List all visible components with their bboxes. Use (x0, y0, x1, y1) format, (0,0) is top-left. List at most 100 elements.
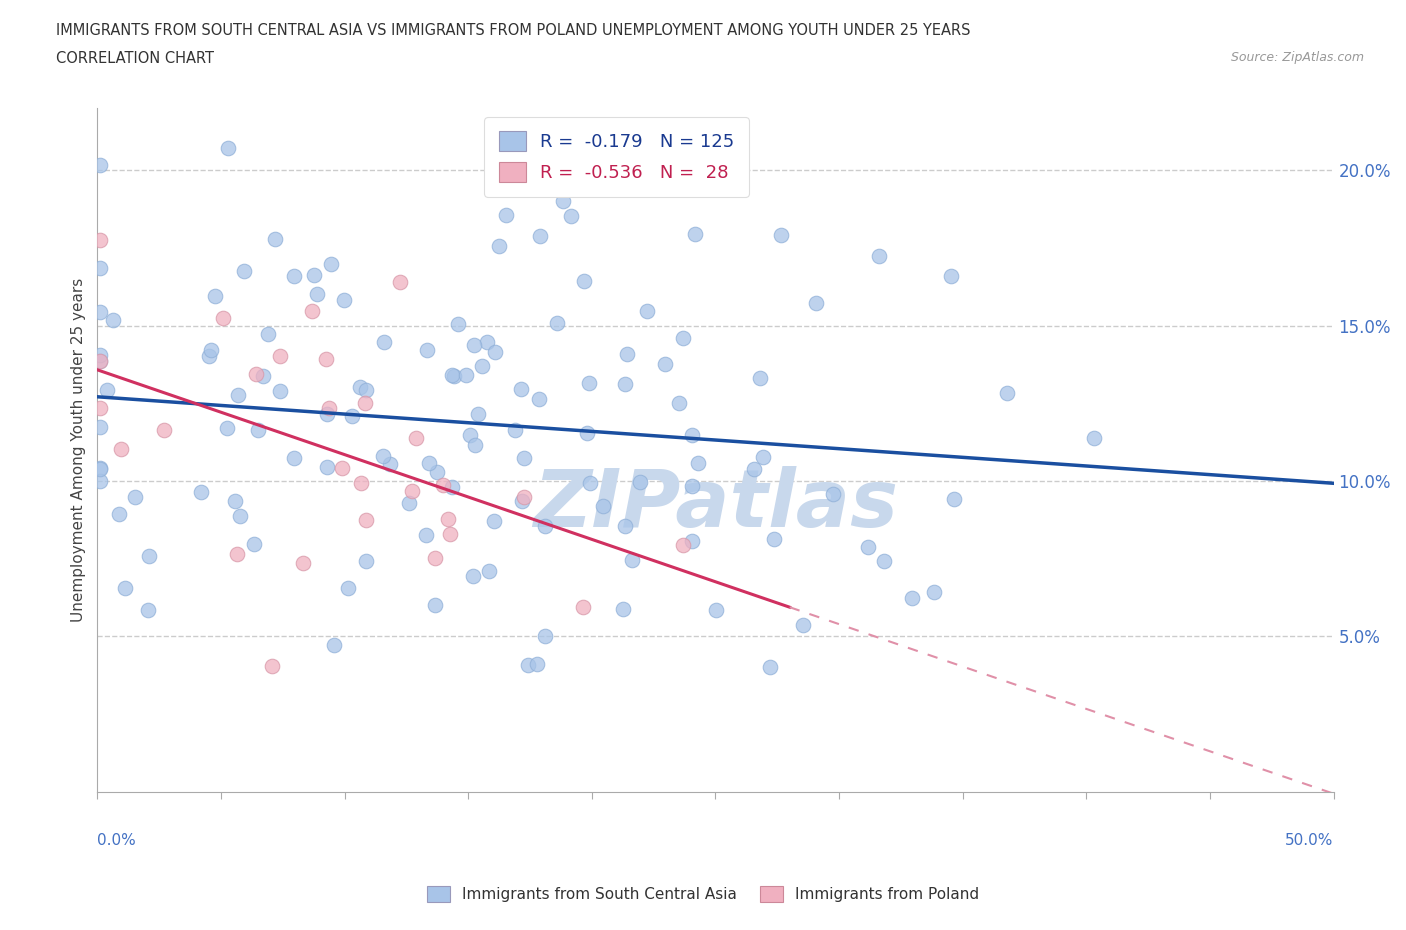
Point (513, 489, 536, 504)
Point (534, 518, 557, 533)
Point (89, 260, 111, 275)
Point (89, 419, 111, 434)
Point (654, 356, 676, 371)
Point (572, 273, 595, 288)
Point (471, 358, 494, 373)
Point (671, 538, 693, 552)
Point (350, 475, 373, 490)
Point (458, 428, 481, 443)
Point (269, 349, 291, 364)
Point (319, 257, 342, 272)
Point (426, 465, 449, 480)
Point (340, 408, 363, 423)
Point (551, 193, 574, 208)
Point (616, 347, 638, 362)
Point (482, 513, 505, 528)
Point (686, 456, 709, 471)
Point (613, 377, 636, 392)
Point (1083, 431, 1105, 445)
Point (516, 658, 538, 672)
Point (681, 427, 703, 442)
Point (873, 554, 896, 569)
Point (769, 228, 792, 243)
Point (304, 268, 326, 283)
Point (478, 564, 501, 578)
Point (401, 484, 423, 498)
Point (579, 475, 602, 490)
Point (349, 379, 371, 394)
Point (226, 546, 249, 561)
Point (415, 528, 437, 543)
Point (503, 423, 526, 438)
Point (513, 451, 536, 466)
Point (215, 420, 238, 435)
Point (263, 232, 285, 246)
Point (315, 459, 337, 474)
Point (301, 304, 323, 319)
Point (467, 407, 489, 422)
Point (89, 400, 111, 415)
Point (439, 527, 461, 542)
Point (488, 238, 510, 253)
Point (529, 392, 551, 406)
Point (138, 549, 160, 564)
Point (456, 367, 478, 382)
Point (995, 385, 1018, 400)
Point (682, 478, 704, 493)
Point (243, 537, 266, 551)
Point (373, 335, 395, 350)
Point (124, 490, 146, 505)
Point (418, 456, 440, 471)
Point (546, 315, 568, 330)
Point (821, 486, 844, 501)
Point (752, 449, 775, 464)
Point (576, 426, 599, 441)
Point (423, 598, 446, 613)
Point (89, 347, 111, 362)
Point (901, 590, 924, 604)
Point (96, 382, 118, 397)
Point (89, 305, 111, 320)
Point (447, 316, 470, 331)
Point (260, 658, 283, 673)
Text: IMMIGRANTS FROM SOUTH CENTRAL ASIA VS IMMIGRANTS FROM POLAND UNEMPLOYMENT AMONG : IMMIGRANTS FROM SOUTH CENTRAL ASIA VS IM… (56, 23, 970, 38)
Point (463, 338, 485, 352)
Point (749, 371, 772, 386)
Point (283, 451, 305, 466)
Point (354, 396, 377, 411)
Point (762, 531, 785, 546)
Point (922, 584, 945, 599)
Point (858, 539, 880, 554)
Point (526, 657, 548, 671)
Point (138, 603, 160, 618)
Point (318, 401, 340, 416)
Point (534, 628, 557, 643)
Point (529, 229, 551, 244)
Point (942, 492, 965, 507)
Point (89, 473, 111, 488)
Point (612, 601, 634, 616)
Point (578, 376, 600, 391)
Legend: Immigrants from South Central Asia, Immigrants from Poland: Immigrants from South Central Asia, Immi… (420, 880, 986, 909)
Point (336, 581, 359, 596)
Point (560, 209, 582, 224)
Point (441, 480, 464, 495)
Point (572, 600, 595, 615)
Point (510, 494, 533, 509)
Point (224, 493, 246, 508)
Point (683, 227, 706, 242)
Point (432, 478, 454, 493)
Point (212, 311, 235, 325)
Point (89, 461, 111, 476)
Point (315, 406, 337, 421)
Point (388, 274, 411, 289)
Point (443, 368, 465, 383)
Point (228, 509, 250, 524)
Point (332, 461, 354, 476)
Point (305, 287, 328, 302)
Text: 50.0%: 50.0% (1285, 833, 1334, 848)
Point (939, 269, 962, 284)
Point (398, 496, 420, 511)
Point (621, 553, 644, 568)
Point (742, 462, 765, 477)
